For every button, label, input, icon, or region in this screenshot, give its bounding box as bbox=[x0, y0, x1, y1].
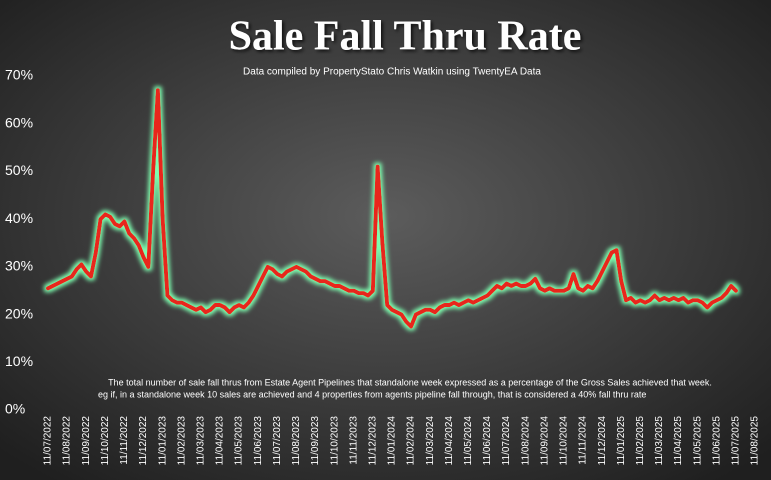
x-tick-label: 11/05/2023 bbox=[234, 416, 245, 466]
x-tick-label: 11/01/2024 bbox=[387, 416, 398, 466]
x-tick-label: 11/04/2024 bbox=[444, 416, 455, 466]
x-tick-label: 11/09/2022 bbox=[81, 416, 92, 466]
x-tick-label: 11/07/2022 bbox=[43, 416, 54, 466]
x-tick-label: 11/02/2024 bbox=[406, 416, 417, 466]
x-tick-label: 11/04/2023 bbox=[215, 416, 226, 466]
x-tick-label: 11/03/2025 bbox=[654, 416, 665, 466]
x-tick-label: 11/01/2023 bbox=[157, 416, 168, 466]
x-tick-label: 11/11/2024 bbox=[578, 416, 589, 465]
x-tick-label: 11/07/2024 bbox=[501, 416, 512, 466]
x-tick-label: 11/08/2025 bbox=[750, 416, 761, 466]
x-tick-label: 11/11/2022 bbox=[119, 416, 130, 465]
x-tick-label: 11/06/2024 bbox=[482, 416, 493, 466]
x-tick-label: 11/10/2023 bbox=[329, 416, 340, 466]
annotation: The total number of sale fall thrus from… bbox=[108, 377, 712, 387]
x-tick-label: 11/02/2023 bbox=[176, 416, 187, 466]
y-tick-label: 50% bbox=[5, 162, 33, 178]
y-tick-label: 70% bbox=[5, 67, 33, 83]
x-tick-label: 11/07/2025 bbox=[731, 416, 742, 466]
x-tick-label: 11/02/2025 bbox=[635, 416, 646, 466]
x-tick-label: 11/08/2024 bbox=[520, 416, 531, 466]
x-tick-label: 11/04/2025 bbox=[673, 416, 684, 466]
y-tick-label: 30% bbox=[5, 258, 33, 274]
chart-title: Sale Fall Thru Rate bbox=[229, 14, 582, 60]
x-tick-label: 11/09/2023 bbox=[310, 416, 321, 466]
x-tick-label: 11/12/2023 bbox=[367, 416, 378, 466]
x-tick-label: 11/10/2024 bbox=[559, 416, 570, 466]
x-tick-label: 11/12/2024 bbox=[597, 416, 608, 466]
x-tick-label: 11/08/2022 bbox=[62, 416, 73, 466]
x-tick-label: 11/08/2023 bbox=[291, 416, 302, 466]
x-tick-label: 11/07/2023 bbox=[272, 416, 283, 466]
annotation: eg if, in a standalone week 10 sales are… bbox=[98, 389, 646, 399]
x-tick-label: 11/06/2023 bbox=[253, 416, 264, 466]
x-tick-label: 11/03/2023 bbox=[196, 416, 207, 466]
x-tick-label: 11/09/2024 bbox=[539, 416, 550, 466]
x-tick-label: 11/03/2024 bbox=[425, 416, 436, 466]
x-tick-label: 11/05/2024 bbox=[463, 416, 474, 466]
x-tick-label: 11/10/2022 bbox=[100, 416, 111, 466]
x-tick-label: 11/05/2025 bbox=[692, 416, 703, 466]
x-tick-label: 11/12/2022 bbox=[138, 416, 149, 466]
y-tick-label: 60% bbox=[5, 114, 33, 130]
y-tick-label: 0% bbox=[5, 401, 25, 417]
x-tick-label: 11/06/2025 bbox=[711, 416, 722, 466]
x-tick-label: 11/11/2023 bbox=[348, 416, 359, 465]
y-tick-label: 20% bbox=[5, 305, 33, 321]
data-line bbox=[46, 88, 738, 329]
y-tick-label: 40% bbox=[5, 210, 33, 226]
x-tick-label: 11/01/2025 bbox=[616, 416, 627, 466]
chart-subtitle: Data compiled by PropertyStato Chris Wat… bbox=[243, 67, 541, 78]
y-tick-label: 10% bbox=[5, 353, 33, 369]
